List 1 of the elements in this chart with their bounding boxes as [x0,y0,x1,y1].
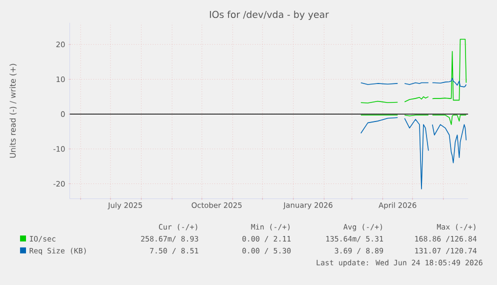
chart-title: IOs for /dev/vda - by year [210,10,329,20]
